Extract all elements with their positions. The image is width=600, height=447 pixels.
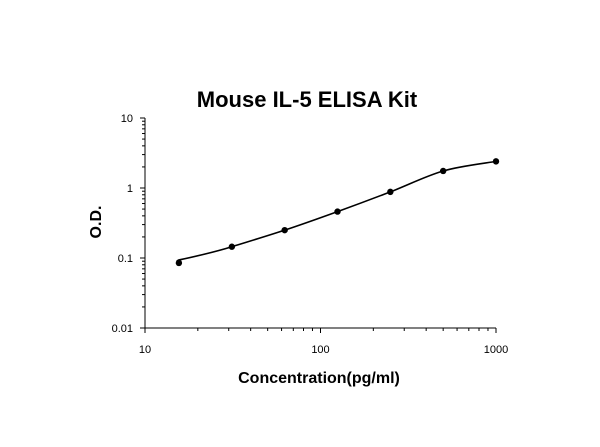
x-tick-label: 100 (311, 344, 329, 356)
chart-title: Mouse IL-5 ELISA Kit (197, 87, 418, 112)
y-tick-label: 1 (127, 183, 133, 195)
data-point (439, 167, 447, 175)
data-point (492, 158, 500, 165)
y-tick-label: 0.1 (118, 253, 133, 265)
data-point (334, 208, 341, 215)
x-axis-ticks: 10 100 1000 (139, 328, 508, 356)
data-point (228, 243, 236, 250)
x-tick-label: 10 (139, 344, 151, 356)
data-points (175, 158, 500, 267)
data-point (387, 188, 394, 196)
y-tick-label: 10 (121, 113, 133, 125)
x-axis-label: Concentration(pg/ml) (238, 370, 400, 387)
data-point (175, 259, 183, 267)
y-axis-label: O.D. (88, 206, 105, 239)
y-axis-ticks: 0.01 0.1 1 10 (112, 113, 145, 335)
y-tick-label: 0.01 (112, 323, 133, 335)
data-point (281, 226, 288, 234)
x-tick-label: 1000 (484, 344, 508, 356)
